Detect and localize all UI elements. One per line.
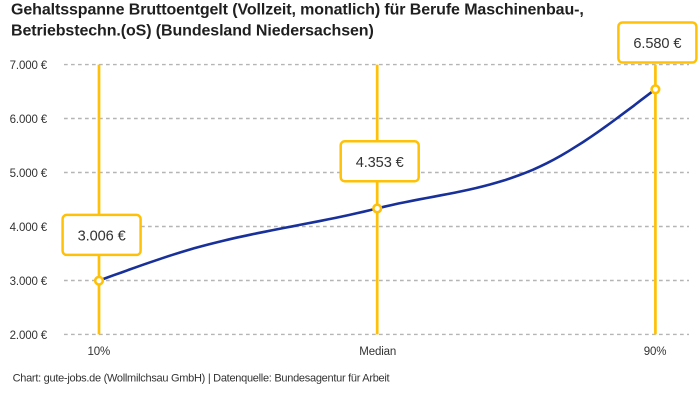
svg-text:90%: 90%: [644, 346, 667, 358]
svg-text:6.580 €: 6.580 €: [633, 36, 681, 52]
svg-text:3.006 €: 3.006 €: [78, 228, 126, 244]
svg-text:7.000 €: 7.000 €: [10, 60, 48, 72]
svg-text:5.000 €: 5.000 €: [10, 168, 48, 180]
svg-text:Gehaltsspanne Bruttoentgelt (V: Gehaltsspanne Bruttoentgelt (Vollzeit, m…: [11, 2, 584, 19]
svg-text:6.000 €: 6.000 €: [10, 114, 48, 126]
svg-text:4.353 €: 4.353 €: [356, 155, 404, 171]
svg-text:Chart: gute-jobs.de (Wollmilch: Chart: gute-jobs.de (Wollmilchsau GmbH) …: [13, 372, 390, 384]
svg-text:Median: Median: [359, 346, 396, 358]
svg-text:2.000 €: 2.000 €: [10, 330, 48, 342]
svg-text:4.000 €: 4.000 €: [10, 222, 48, 234]
svg-text:3.000 €: 3.000 €: [10, 276, 48, 288]
svg-text:10%: 10%: [88, 346, 111, 358]
svg-text:Betriebstechn.(oS) (Bundesland: Betriebstechn.(oS) (Bundesland Niedersac…: [11, 23, 374, 40]
